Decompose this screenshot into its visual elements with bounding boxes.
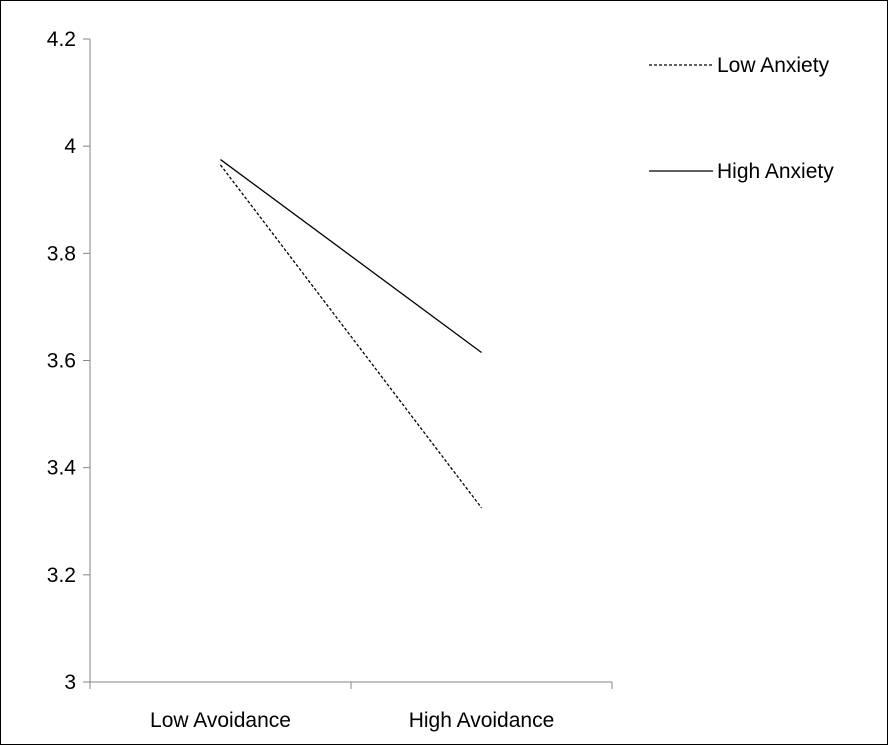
x-ticks: Low Avoidance High Avoidance: [89, 682, 613, 732]
legend-label: Low Anxiety: [717, 54, 830, 77]
axes: [89, 39, 612, 683]
legend: Low Anxiety High Anxiety: [649, 54, 834, 183]
legend-label: High Anxiety: [717, 160, 834, 183]
y-tick-label: 4: [64, 135, 76, 158]
y-tick-label: 3.6: [47, 350, 76, 373]
y-ticks: 3 3.2 3.4 3.6 3.8 4 4.2: [47, 28, 90, 694]
y-tick-label: 3.8: [47, 242, 76, 265]
x-category-label: Low Avoidance: [150, 709, 291, 732]
y-tick-label: 3.4: [47, 457, 77, 480]
y-tick-label: 3.2: [47, 564, 76, 587]
x-category-label: High Avoidance: [409, 709, 555, 732]
series-line-low-anxiety: [219, 164, 483, 509]
y-tick-label: 4.2: [47, 28, 76, 51]
y-tick-label: 3: [64, 671, 76, 694]
series-line-high-anxiety: [220, 159, 482, 353]
series-lines: [219, 159, 483, 509]
